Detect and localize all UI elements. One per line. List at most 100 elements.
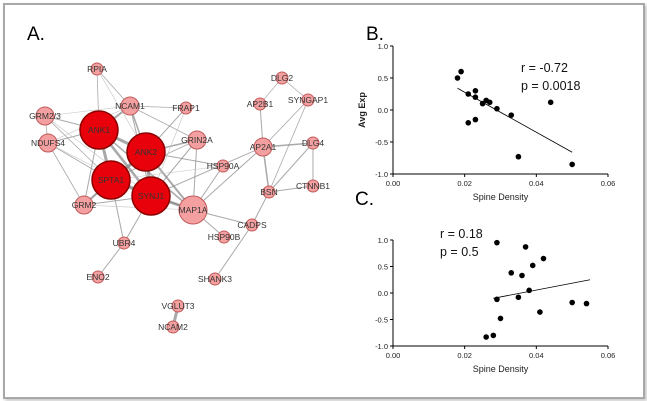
node-ubr4 bbox=[117, 236, 131, 250]
data-point bbox=[515, 153, 522, 160]
data-point bbox=[486, 99, 493, 106]
node-label-syngap1: SYNGAP1 bbox=[288, 95, 328, 105]
data-point bbox=[569, 299, 575, 306]
network-edge-weak bbox=[44, 105, 131, 117]
network-edge bbox=[97, 242, 125, 278]
network-nodes: RPIA NCAM1 GRM2/3 ANK1 ANK2 FRAP1 GRIN2A NDUFS4… bbox=[29, 62, 330, 334]
data-point bbox=[472, 116, 479, 123]
data-point bbox=[497, 315, 504, 322]
node-ap2b1 bbox=[253, 97, 267, 111]
node-bsn bbox=[262, 185, 276, 199]
node-label-ncam2: NCAM2 bbox=[158, 322, 188, 332]
y-tick-label: 0.5 bbox=[378, 74, 388, 83]
x-tick-label: 0.04 bbox=[529, 179, 544, 188]
node-label-ndufs4: NDUFS4 bbox=[31, 138, 65, 148]
data-point bbox=[494, 296, 500, 303]
node-label-frap1: FRAP1 bbox=[172, 103, 200, 113]
node-dlg4 bbox=[306, 136, 320, 150]
trend-line bbox=[493, 279, 591, 299]
node-cadps bbox=[245, 218, 259, 232]
node-label-grm2: GRM2 bbox=[72, 200, 97, 210]
node-label-ank2: ANK2 bbox=[135, 147, 157, 157]
x-tick-label: 0.02 bbox=[457, 351, 472, 360]
node-grin2a bbox=[187, 130, 207, 150]
stat-annotation: p = 0.0018 bbox=[521, 79, 580, 93]
node-hsp90b bbox=[217, 230, 231, 244]
y-axis-title: Avg Exp bbox=[357, 92, 367, 128]
x-tick-label: 0.06 bbox=[601, 351, 616, 360]
data-point bbox=[529, 262, 536, 269]
network-edge bbox=[262, 99, 309, 148]
node-label-cadps: CADPS bbox=[237, 220, 267, 230]
panel-label-b: B. bbox=[366, 24, 384, 45]
data-point bbox=[519, 272, 525, 279]
network-edge bbox=[268, 185, 314, 193]
node-dlg2 bbox=[275, 71, 289, 85]
y-tick-label: -0.5 bbox=[375, 138, 388, 147]
x-axis-title: Spine Density bbox=[473, 192, 529, 202]
node-label-ncam1: NCAM1 bbox=[115, 101, 145, 111]
network-edge bbox=[129, 105, 198, 141]
node-label-dlg4: DLG4 bbox=[302, 138, 324, 148]
node-ank1 bbox=[79, 110, 119, 150]
data-point bbox=[483, 334, 489, 340]
node-hsp90a bbox=[216, 159, 230, 173]
y-tick-label: 1.0 bbox=[378, 236, 388, 245]
data-point bbox=[569, 161, 575, 168]
node-synj1 bbox=[131, 176, 171, 216]
stat-annotation: r = 0.18 bbox=[440, 227, 483, 241]
node-label-vglut3: VGLUT3 bbox=[161, 301, 194, 311]
y-tick-label: -1.0 bbox=[375, 170, 388, 179]
node-spta1 bbox=[91, 160, 131, 200]
node-label-dlg2: DLG2 bbox=[271, 73, 293, 83]
network-edge bbox=[150, 146, 264, 197]
data-point bbox=[490, 332, 497, 339]
stat-annotation: r = -0.72 bbox=[521, 61, 568, 75]
data-point bbox=[458, 68, 464, 75]
data-point bbox=[494, 239, 500, 246]
network-edge bbox=[47, 142, 85, 206]
node-label-ctnnb1: CTNNB1 bbox=[296, 181, 330, 191]
x-tick-label: 0.00 bbox=[386, 179, 401, 188]
y-tick-label: 0.5 bbox=[378, 263, 388, 272]
node-grm2 bbox=[74, 195, 94, 215]
scatter-plot-c: 1.0 0.5 0.0 -0.5 -1.00.00 0.02 0.04 0.06 Spine D… bbox=[375, 227, 615, 374]
node-label-rpia: RPIA bbox=[87, 64, 107, 74]
x-tick-label: 0.02 bbox=[457, 179, 472, 188]
node-label-hsp90a: HSP90A bbox=[207, 161, 240, 171]
data-point bbox=[472, 88, 479, 94]
node-shank3 bbox=[208, 272, 222, 286]
network-edge bbox=[214, 224, 253, 280]
node-label-ubr4: UBR4 bbox=[113, 238, 136, 248]
node-ap2a1 bbox=[253, 137, 273, 157]
data-point bbox=[465, 120, 472, 126]
scatter-plot-b: 1.0 0.5 0.0 -0.5 -1.00.00 0.02 0.04 0.06 Spine D… bbox=[357, 42, 615, 202]
network-edge bbox=[192, 146, 264, 211]
node-label-grin2a: GRIN2A bbox=[181, 135, 213, 145]
data-point bbox=[479, 100, 486, 107]
node-ncam2 bbox=[166, 320, 180, 334]
node-ank2 bbox=[126, 132, 166, 172]
data-point bbox=[537, 309, 543, 315]
node-label-hsp90b: HSP90B bbox=[208, 232, 241, 242]
node-label-eno2: ENO2 bbox=[86, 272, 109, 282]
node-label-ank1: ANK1 bbox=[88, 125, 110, 135]
node-frap1 bbox=[179, 101, 193, 115]
y-tick-label: 0.0 bbox=[378, 106, 388, 115]
node-vglut3 bbox=[171, 299, 185, 313]
x-tick-label: 0.00 bbox=[386, 351, 401, 360]
data-point bbox=[522, 244, 529, 250]
panel-label-c: C. bbox=[355, 189, 374, 210]
data-point bbox=[472, 94, 479, 100]
node-label-grm2-3: GRM2/3 bbox=[29, 111, 61, 121]
data-point bbox=[494, 105, 500, 112]
data-point bbox=[583, 300, 590, 307]
figure-frame bbox=[3, 3, 645, 399]
node-label-ap2b1: AP2B1 bbox=[247, 99, 274, 109]
data-point bbox=[508, 112, 515, 118]
data-point bbox=[540, 255, 547, 262]
node-ndufs4 bbox=[38, 133, 58, 153]
data-point bbox=[465, 91, 472, 97]
node-grm2-3 bbox=[35, 106, 55, 126]
